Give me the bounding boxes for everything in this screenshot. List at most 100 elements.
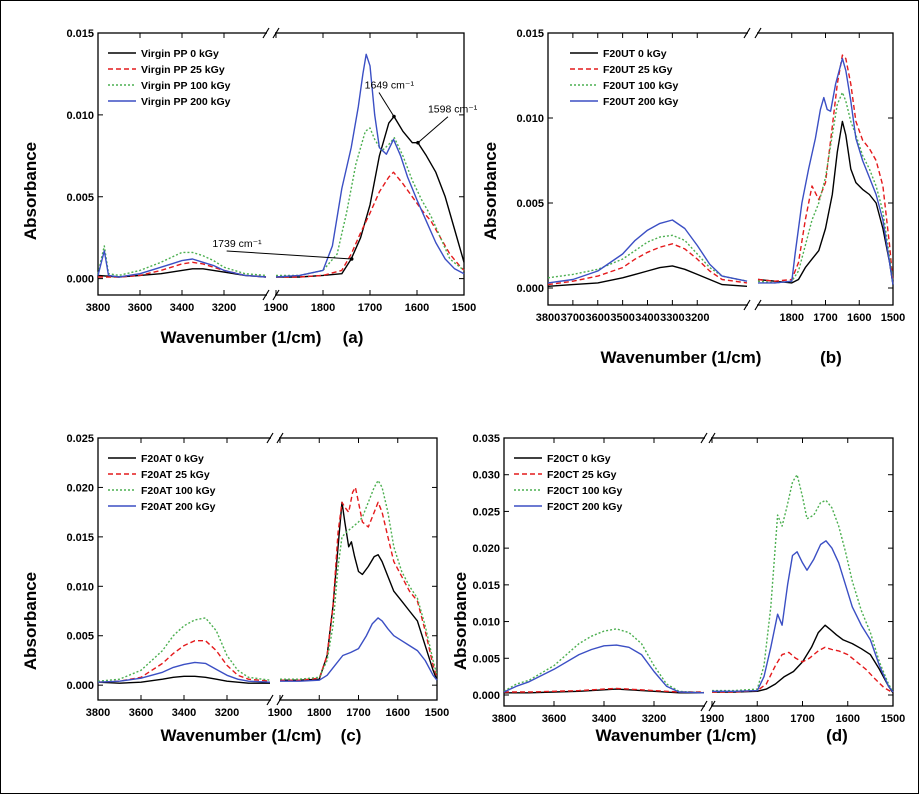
axis-break-mark	[754, 27, 762, 39]
axis-break-gap	[267, 29, 275, 37]
y-tick-label: 0.020	[66, 482, 94, 494]
series-line-4-right	[758, 57, 894, 285]
axis-break-mark	[272, 289, 280, 301]
x-tick-label: 3200	[642, 713, 666, 725]
series-line-2-left	[547, 243, 748, 286]
plot-area-border	[503, 437, 894, 707]
x-axis-title: Wavenumber (1/cm)	[161, 328, 322, 347]
series-line-1-right	[276, 115, 465, 278]
legend-entry: F20CT 100 kGy	[547, 485, 622, 497]
y-axis-title: Absorbance	[481, 142, 500, 240]
x-tick-label: 3200	[685, 312, 709, 324]
series-line-3-right	[712, 474, 894, 692]
annotation-label: 1739 cm⁻¹	[212, 238, 262, 250]
axis-break-gap	[748, 29, 757, 37]
axis-break-mark	[743, 299, 751, 311]
x-tick-label: 3600	[128, 302, 152, 314]
axis-break-gap	[705, 434, 711, 442]
y-tick-label: 0.000	[66, 274, 94, 286]
legend-entry: Virgin PP 0 kGy	[141, 48, 219, 60]
y-axis-title: Absorbance	[21, 142, 40, 240]
axis-break-gap	[705, 702, 711, 710]
series-line-3-right	[280, 479, 438, 680]
series-line-2-right	[712, 646, 894, 694]
y-tick-label: 0.000	[516, 283, 544, 295]
series-line-1-right	[712, 624, 894, 694]
x-tick-label: 1600	[386, 707, 410, 719]
y-tick-label: 0.000	[66, 680, 94, 692]
annotation-arrow	[417, 116, 449, 144]
axis-break-mark	[743, 27, 751, 39]
axis-break-mark	[262, 27, 270, 39]
axis-break-mark	[700, 432, 708, 444]
series-line-2-right	[757, 54, 894, 283]
axis-break-mark	[708, 432, 716, 444]
x-tick-label: 3200	[215, 707, 239, 719]
x-tick-label: 3800	[86, 707, 110, 719]
panel-label: (a)	[343, 328, 364, 347]
x-tick-label: 1600	[847, 312, 871, 324]
annotation-arrow-head	[392, 114, 396, 119]
x-tick-label: 3400	[635, 312, 659, 324]
axis-break-mark	[754, 299, 762, 311]
y-tick-label: 0.010	[66, 110, 94, 122]
plot-area-border	[97, 32, 465, 296]
x-tick-label: 3800	[536, 312, 560, 324]
annotation-arrow	[226, 250, 352, 260]
x-tick-label: 3400	[170, 302, 194, 314]
y-tick-label: 0.015	[472, 580, 500, 592]
panel-label: (c)	[341, 726, 362, 745]
x-tick-label: 3600	[129, 707, 153, 719]
y-tick-label: 0.025	[66, 433, 94, 445]
y-tick-label: 0.005	[516, 198, 544, 210]
legend-entry: F20UT 0 kGy	[603, 48, 667, 60]
axis-break-gap	[267, 291, 275, 299]
x-tick-label: 3600	[542, 713, 566, 725]
series-line-1-left	[97, 675, 270, 684]
axis-break-mark	[276, 694, 284, 706]
axis-break-mark	[276, 432, 284, 444]
x-tick-label: 3200	[212, 302, 236, 314]
x-tick-label: 3800	[492, 713, 516, 725]
axis-break-mark	[700, 700, 708, 712]
y-tick-label: 0.015	[66, 28, 94, 40]
x-tick-label: 3500	[610, 312, 634, 324]
x-tick-label: 1500	[881, 312, 905, 324]
annotation-label: 1649 cm⁻¹	[365, 80, 415, 92]
panel-label: (b)	[820, 348, 842, 367]
x-tick-label: 1700	[358, 302, 382, 314]
series-line-3-left	[97, 617, 271, 682]
series-line-3-left	[97, 245, 267, 277]
plot-area-border	[547, 32, 894, 306]
axis-break-gap	[271, 434, 279, 442]
x-tick-label: 1500	[452, 302, 476, 314]
legend-entry: F20CT 200 kGy	[547, 501, 622, 513]
x-tick-label: 3800	[86, 302, 110, 314]
axis-break-mark	[272, 27, 280, 39]
series-line-2-right	[276, 171, 465, 278]
x-tick-label: 1700	[790, 713, 814, 725]
chart-panel-b: 0.000 0.005 0.010 0.015 3800 3700 3600 3500 3400…	[481, 27, 905, 367]
y-tick-label: 0.010	[516, 113, 544, 125]
annotation-label: 1598 cm⁻¹	[428, 104, 478, 116]
legend-entry: Virgin PP 200 kGy	[141, 96, 231, 108]
y-tick-label: 0.005	[472, 653, 500, 665]
y-tick-label: 0.005	[66, 192, 94, 204]
legend-entry: F20AT 0 kGy	[141, 453, 204, 465]
series-line-1-left	[97, 268, 267, 278]
series-line-1-left	[547, 265, 748, 287]
y-tick-label: 0.015	[66, 532, 94, 544]
y-tick-label: 0.010	[472, 617, 500, 629]
x-tick-label: 1500	[881, 713, 905, 725]
axis-break-mark	[708, 700, 716, 712]
y-tick-label: 0.000	[472, 690, 500, 702]
x-tick-label: 3400	[172, 707, 196, 719]
legend-entry: F20AT 100 kGy	[141, 485, 216, 497]
x-axis-title: Wavenumber (1/cm)	[596, 726, 757, 745]
legend-entry: Virgin PP 25 kGy	[141, 64, 225, 76]
x-tick-label: 3700	[561, 312, 585, 324]
series-line-2-right	[280, 486, 438, 681]
x-tick-label: 1800	[307, 707, 331, 719]
x-tick-label: 1700	[346, 707, 370, 719]
